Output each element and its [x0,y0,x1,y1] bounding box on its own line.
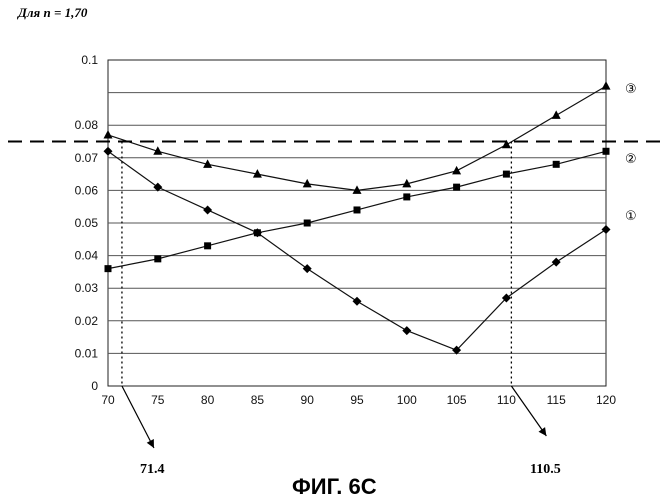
data-point [552,258,561,267]
data-point [503,171,510,178]
data-point [203,205,212,214]
data-point [452,166,461,175]
annotation-left: 71.4 [140,462,165,477]
y-tick-label: 0.08 [75,118,99,132]
x-tick-label: 90 [301,393,315,407]
arrow-right [511,386,546,436]
annotation-right: 110.5 [530,462,561,477]
curve-label-1: ① [625,209,637,224]
y-tick-label: 0.07 [75,151,99,165]
data-point [104,147,113,156]
chart-subtitle: Для n = 1,70 [17,5,88,20]
data-point [602,225,611,234]
data-point [354,206,361,213]
curve-label-3: ③ [625,82,637,97]
data-point [403,193,410,200]
x-tick-label: 105 [447,393,467,407]
x-tick-label: 100 [397,393,417,407]
x-tick-label: 120 [596,393,616,407]
x-tick-label: 115 [547,393,566,407]
data-point [104,130,113,139]
y-tick-label: 0 [91,379,98,393]
x-tick-label: 75 [151,393,165,407]
data-point [154,255,161,262]
x-tick-label: 80 [201,393,215,407]
y-tick-label: 0.06 [75,183,99,197]
data-point [603,148,610,155]
data-point [402,326,411,335]
data-point [304,220,311,227]
series-markers [104,81,611,355]
data-point [453,184,460,191]
arrow-left [122,386,154,448]
arrowhead-right [539,427,547,436]
y-tick-label: 0.1 [81,53,98,67]
curve-label-2: ② [625,152,637,167]
data-point [204,242,211,249]
y-tick-label: 0.01 [75,346,99,360]
x-tick-label: 70 [101,393,115,407]
gridlines [108,93,606,354]
y-tick-label: 0.02 [75,314,99,328]
data-point [303,264,312,273]
data-point [105,265,112,272]
y-tick-label: 0.03 [75,281,99,295]
y-tick-label: 0.05 [75,216,99,230]
x-tick-label: 95 [350,393,364,407]
data-point [552,110,561,119]
x-tick-label: 85 [251,393,265,407]
data-point [553,161,560,168]
series-line-3 [108,86,606,190]
data-point [353,297,362,306]
x-axis-ticks: 70 75 80 85 90 95 100 105 110 115 120 [101,393,616,407]
data-point [254,229,261,236]
x-tick-label: 110 [497,393,516,407]
data-point [602,81,611,90]
y-axis-ticks: 0 0.01 0.02 0.03 0.04 0.05 0.06 0.07 0.08 0.1 [75,53,99,393]
figure-caption: ФИГ. 6С [292,474,377,499]
y-tick-label: 0.04 [75,249,99,263]
